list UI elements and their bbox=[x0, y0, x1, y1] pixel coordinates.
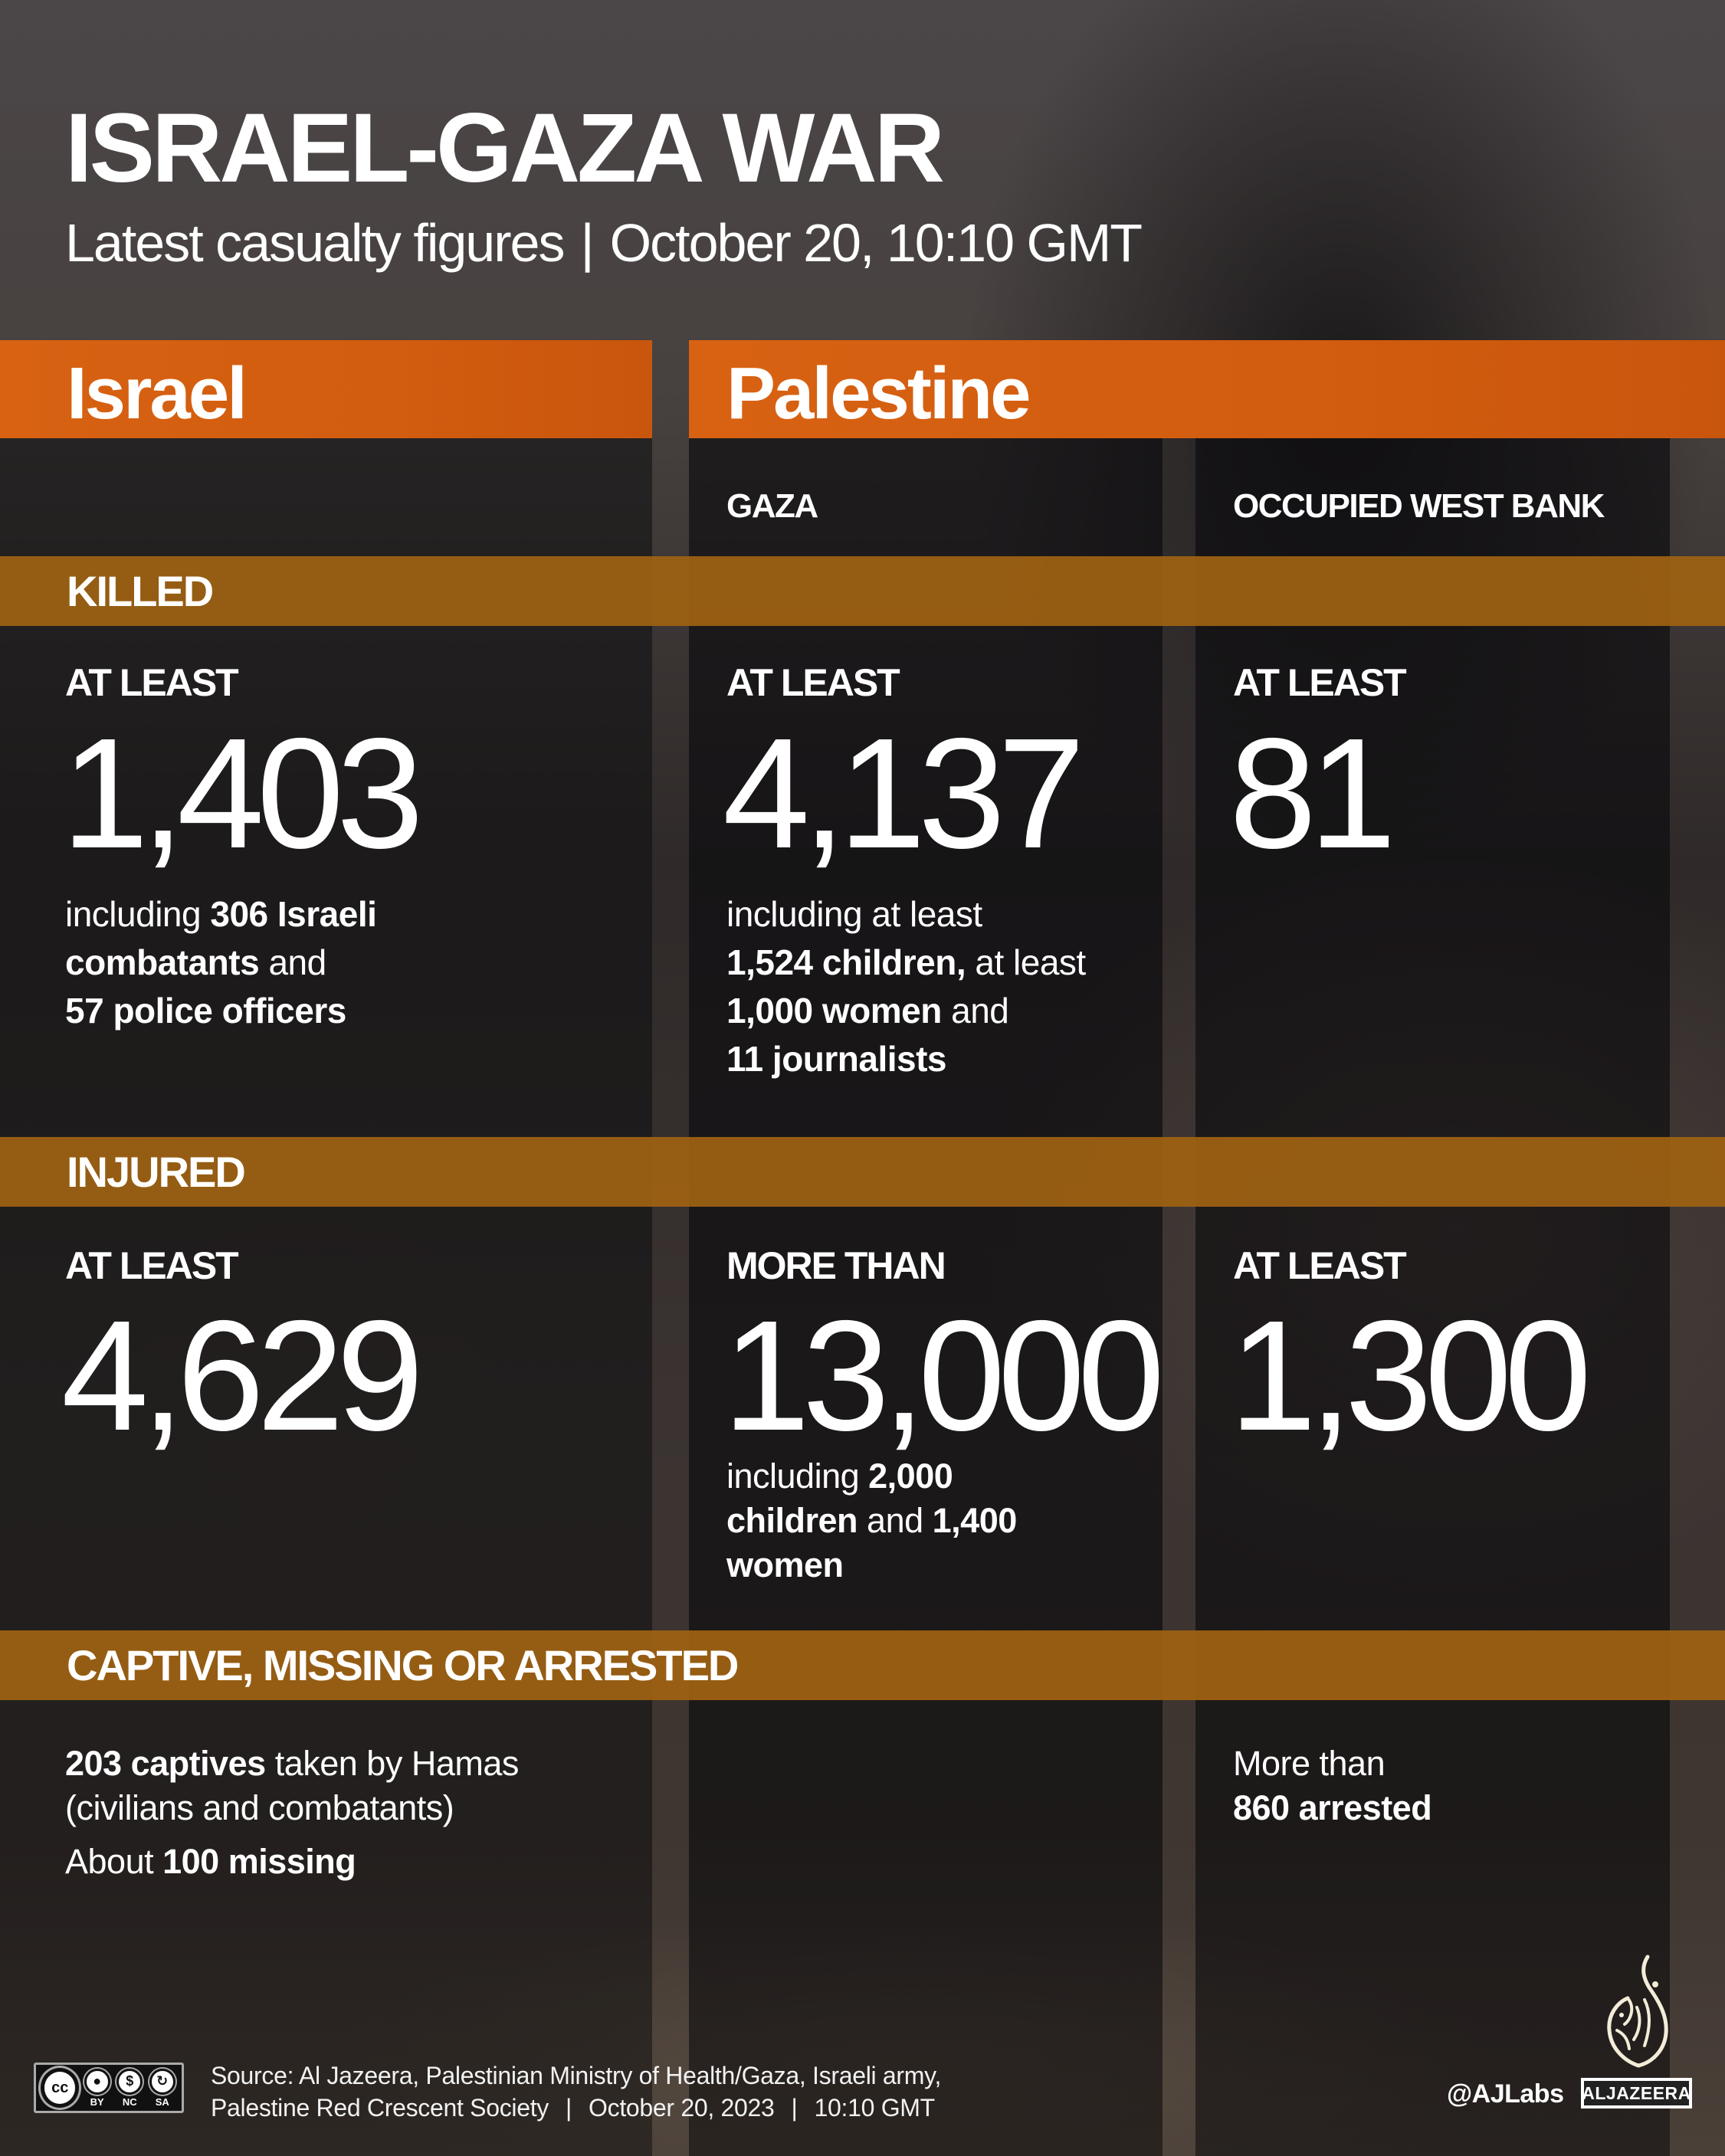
israel-killed-value: 1,403 bbox=[61, 706, 424, 881]
source-org: Palestine Red Crescent Society bbox=[211, 2094, 549, 2122]
detail-line: including at least bbox=[726, 894, 982, 934]
gaza-region-label: GAZA bbox=[726, 487, 818, 525]
detail-line: including 2,000 bbox=[726, 1456, 953, 1496]
source-date: October 20, 2023 bbox=[589, 2094, 775, 2122]
gaza-injured-qualifier: MORE THAN bbox=[726, 1244, 946, 1287]
israel-injured-value: 4,629 bbox=[61, 1288, 424, 1463]
west-bank-killed-qualifier: AT LEAST bbox=[1233, 661, 1407, 704]
captive-section-label: CAPTIVE, MISSING OR ARRESTED bbox=[67, 1641, 739, 1689]
al-jazeera-wordmark: ALJAZEERA bbox=[1581, 2078, 1692, 2108]
detail-line: (civilians and combatants) bbox=[65, 1788, 454, 1827]
gaza-killed-qualifier: AT LEAST bbox=[726, 661, 900, 704]
gaza-column-bg bbox=[689, 438, 1163, 2156]
detail-line: 11 journalists bbox=[726, 1039, 947, 1079]
west-bank-region-label: OCCUPIED WEST BANK bbox=[1233, 487, 1605, 525]
page-subtitle: Latest casualty figures | October 20, 10:1… bbox=[65, 213, 1143, 273]
subtitle-timestamp: October 20, 10:10 GMT bbox=[609, 213, 1143, 273]
no-dollar-icon: $ bbox=[116, 2068, 143, 2095]
gaza-injured-detail: including 2,000 children and 1,400 women bbox=[726, 1454, 1017, 1588]
west-bank-injured-qualifier: AT LEAST bbox=[1233, 1244, 1407, 1287]
gaza-killed-value: 4,137 bbox=[723, 706, 1085, 881]
detail-line: 860 arrested bbox=[1233, 1788, 1432, 1827]
page-title: ISRAEL-GAZA WAR bbox=[65, 93, 945, 203]
israel-header: Israel bbox=[0, 340, 652, 438]
detail-line: 1,524 children, at least bbox=[726, 942, 1086, 982]
israel-header-label: Israel bbox=[67, 352, 248, 434]
injured-section-label: INJURED bbox=[67, 1148, 246, 1196]
al-jazeera-calligraphy-logo bbox=[1607, 1954, 1668, 2068]
detail-line: women bbox=[726, 1545, 844, 1584]
israel-column-bg bbox=[0, 438, 652, 2156]
palestine-header: Palestine bbox=[689, 340, 1725, 438]
injured-section-band: INJURED bbox=[0, 1137, 1725, 1207]
source-line-2: Palestine Red Crescent Society | October 2… bbox=[211, 2094, 936, 2122]
israel-injured-qualifier: AT LEAST bbox=[65, 1244, 239, 1287]
detail-line: 1,000 women and bbox=[726, 991, 1009, 1030]
gaza-injured-value: 13,000 bbox=[723, 1288, 1165, 1463]
west-bank-column-bg bbox=[1195, 438, 1670, 2156]
detail-line: children and 1,400 bbox=[726, 1501, 1017, 1540]
killed-section-band: KILLED bbox=[0, 556, 1725, 626]
detail-line: 203 captives taken by Hamas bbox=[65, 1744, 519, 1783]
cc-by: ● BY bbox=[82, 2068, 112, 2108]
west-bank-arrested-detail: More than 860 arrested bbox=[1233, 1742, 1432, 1830]
israel-missing-detail: About 100 missing bbox=[65, 1840, 356, 1884]
detail-line: About 100 missing bbox=[65, 1842, 356, 1881]
israel-captive-detail: 203 captives taken by Hamas (civilians an… bbox=[65, 1742, 519, 1830]
cc-nc: $ NC bbox=[115, 2068, 145, 2108]
source-time: 10:10 GMT bbox=[814, 2094, 936, 2122]
detail-line: including 306 Israeli bbox=[65, 894, 377, 934]
israel-killed-qualifier: AT LEAST bbox=[65, 661, 239, 704]
captive-section-band: CAPTIVE, MISSING OR ARRESTED bbox=[0, 1630, 1725, 1700]
person-icon: ● bbox=[84, 2068, 110, 2095]
source-line-1: Source: Al Jazeera, Palestinian Ministry… bbox=[211, 2062, 942, 2089]
subtitle-separator: | bbox=[580, 213, 594, 273]
detail-line: combatants and bbox=[65, 942, 326, 982]
cc-sa: ↻ SA bbox=[147, 2068, 177, 2108]
gaza-killed-detail: including at least 1,524 children, at lea… bbox=[726, 890, 1086, 1083]
ajlabs-handle: @AJLabs bbox=[1447, 2079, 1564, 2108]
palestine-header-label: Palestine bbox=[726, 352, 1031, 434]
cc-license-badge: cc ● BY $ NC ↻ SA bbox=[34, 2063, 184, 2113]
detail-line: 57 police officers bbox=[65, 991, 346, 1030]
west-bank-killed-value: 81 bbox=[1229, 706, 1396, 881]
cc-icon: cc bbox=[41, 2068, 80, 2108]
subtitle-text: Latest casualty figures bbox=[65, 213, 565, 273]
source-credit: Source: Al Jazeera, Palestinian Ministry… bbox=[211, 2059, 941, 2124]
israel-killed-detail: including 306 Israeli combatants and 57 po… bbox=[65, 890, 377, 1035]
west-bank-injured-value: 1,300 bbox=[1229, 1288, 1592, 1463]
detail-line: More than bbox=[1233, 1744, 1386, 1783]
killed-section-label: KILLED bbox=[67, 567, 214, 615]
share-alike-icon: ↻ bbox=[149, 2068, 175, 2095]
